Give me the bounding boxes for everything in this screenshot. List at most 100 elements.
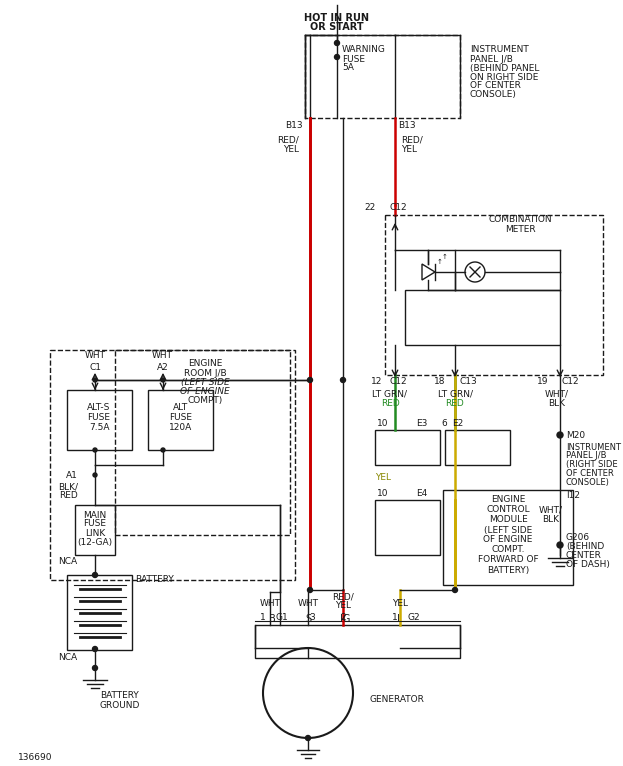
Text: 10: 10	[377, 420, 389, 428]
Text: CONTROL: CONTROL	[486, 506, 530, 515]
Text: G2: G2	[408, 613, 421, 621]
Text: C13: C13	[459, 378, 477, 387]
Text: L: L	[397, 614, 402, 624]
Bar	[67, 575, 132, 650]
Text: OF DASH): OF DASH)	[566, 559, 610, 568]
Text: COMBINATION: COMBINATION	[488, 215, 552, 224]
Text: 22: 22	[364, 204, 376, 212]
Text: MAIN: MAIN	[83, 510, 107, 519]
Text: A2: A2	[157, 362, 169, 372]
Circle shape	[161, 448, 165, 452]
Text: YEL: YEL	[392, 598, 408, 607]
Text: M20: M20	[566, 430, 585, 440]
Bar	[445, 430, 510, 465]
Text: ↑: ↑	[437, 259, 443, 265]
Circle shape	[92, 647, 98, 652]
Bar	[405, 290, 560, 345]
Text: RED: RED	[381, 398, 399, 408]
Text: FUSE: FUSE	[169, 414, 193, 423]
Circle shape	[452, 588, 457, 592]
Text: E3: E3	[416, 420, 427, 428]
Text: B13: B13	[398, 120, 416, 129]
Text: 19: 19	[536, 378, 548, 387]
Text: PANEL J/B: PANEL J/B	[566, 451, 607, 460]
Bar	[67, 390, 132, 450]
Text: OF ENGINE: OF ENGINE	[483, 535, 533, 545]
Text: C1: C1	[90, 362, 102, 372]
Text: ON RIGHT SIDE: ON RIGHT SIDE	[470, 73, 538, 81]
Text: BATTERY: BATTERY	[100, 692, 139, 700]
Text: CONSOLE): CONSOLE)	[470, 90, 517, 100]
Circle shape	[308, 378, 313, 382]
Text: (LEFT SIDE: (LEFT SIDE	[181, 378, 229, 387]
Text: (BEHIND: (BEHIND	[566, 542, 604, 551]
Text: YEL: YEL	[283, 145, 299, 153]
Text: 3: 3	[309, 613, 315, 621]
Text: ALT: ALT	[173, 404, 189, 413]
Circle shape	[161, 378, 165, 382]
Text: FUSE: FUSE	[83, 519, 107, 529]
Text: COMPT): COMPT)	[188, 395, 222, 404]
Text: RED/: RED/	[277, 136, 299, 145]
Text: 7.5A: 7.5A	[88, 424, 109, 433]
Circle shape	[335, 54, 340, 60]
Bar	[443, 490, 573, 585]
Text: YEL: YEL	[335, 601, 351, 611]
Text: WHT: WHT	[260, 598, 280, 607]
Text: S: S	[305, 614, 311, 624]
Text: RED/: RED/	[332, 592, 354, 601]
Text: IG: IG	[340, 614, 350, 624]
Text: CENTER: CENTER	[566, 551, 602, 559]
Text: ENGINE: ENGINE	[491, 496, 525, 505]
Text: E2: E2	[452, 420, 464, 428]
Text: BATTERY): BATTERY)	[487, 565, 529, 574]
Text: FORWARD OF: FORWARD OF	[478, 555, 538, 565]
Text: 12: 12	[371, 378, 382, 387]
Bar	[375, 430, 440, 465]
Text: B: B	[269, 614, 275, 624]
Text: FUSE: FUSE	[342, 54, 365, 64]
Circle shape	[92, 572, 98, 578]
Text: RED: RED	[445, 398, 464, 408]
Text: B13: B13	[285, 120, 303, 129]
Text: ENGINE: ENGINE	[188, 359, 222, 368]
Text: BLK: BLK	[548, 398, 566, 408]
Text: 18: 18	[434, 378, 445, 387]
Text: I12: I12	[566, 492, 580, 500]
Text: (RIGHT SIDE: (RIGHT SIDE	[566, 460, 617, 470]
Circle shape	[557, 432, 563, 438]
Text: 136690: 136690	[18, 754, 52, 762]
Text: YEL: YEL	[401, 145, 417, 153]
Circle shape	[341, 378, 346, 382]
Bar	[115, 350, 290, 535]
Circle shape	[557, 542, 563, 548]
Text: LT GRN/: LT GRN/	[373, 389, 407, 398]
Circle shape	[93, 473, 97, 477]
Text: C12: C12	[562, 378, 579, 387]
Text: GROUND: GROUND	[100, 700, 140, 709]
Text: BLK: BLK	[543, 515, 559, 523]
Text: INSTRUMENT: INSTRUMENT	[470, 45, 529, 54]
Text: 10: 10	[377, 489, 389, 499]
Text: 6: 6	[441, 420, 447, 428]
Text: (12-GA): (12-GA)	[77, 538, 113, 546]
Bar	[50, 350, 295, 580]
Circle shape	[335, 41, 340, 45]
Text: C12: C12	[390, 204, 407, 212]
Text: (LEFT SIDE: (LEFT SIDE	[484, 525, 532, 535]
Bar	[385, 215, 603, 375]
Text: NCA: NCA	[58, 653, 77, 663]
Text: LT GRN/: LT GRN/	[437, 389, 472, 398]
Text: E4: E4	[416, 489, 427, 499]
Bar	[255, 625, 460, 658]
Bar	[375, 500, 440, 555]
Text: RED/: RED/	[401, 136, 423, 145]
Text: INSTRUMENT: INSTRUMENT	[566, 443, 621, 451]
Text: WARNING: WARNING	[342, 45, 386, 54]
Text: 1: 1	[260, 613, 266, 621]
Text: OF CENTER: OF CENTER	[566, 470, 614, 479]
Bar	[305, 35, 460, 118]
Text: GENERATOR: GENERATOR	[370, 696, 425, 705]
Text: HOT IN RUN: HOT IN RUN	[305, 13, 369, 23]
Circle shape	[305, 735, 310, 741]
